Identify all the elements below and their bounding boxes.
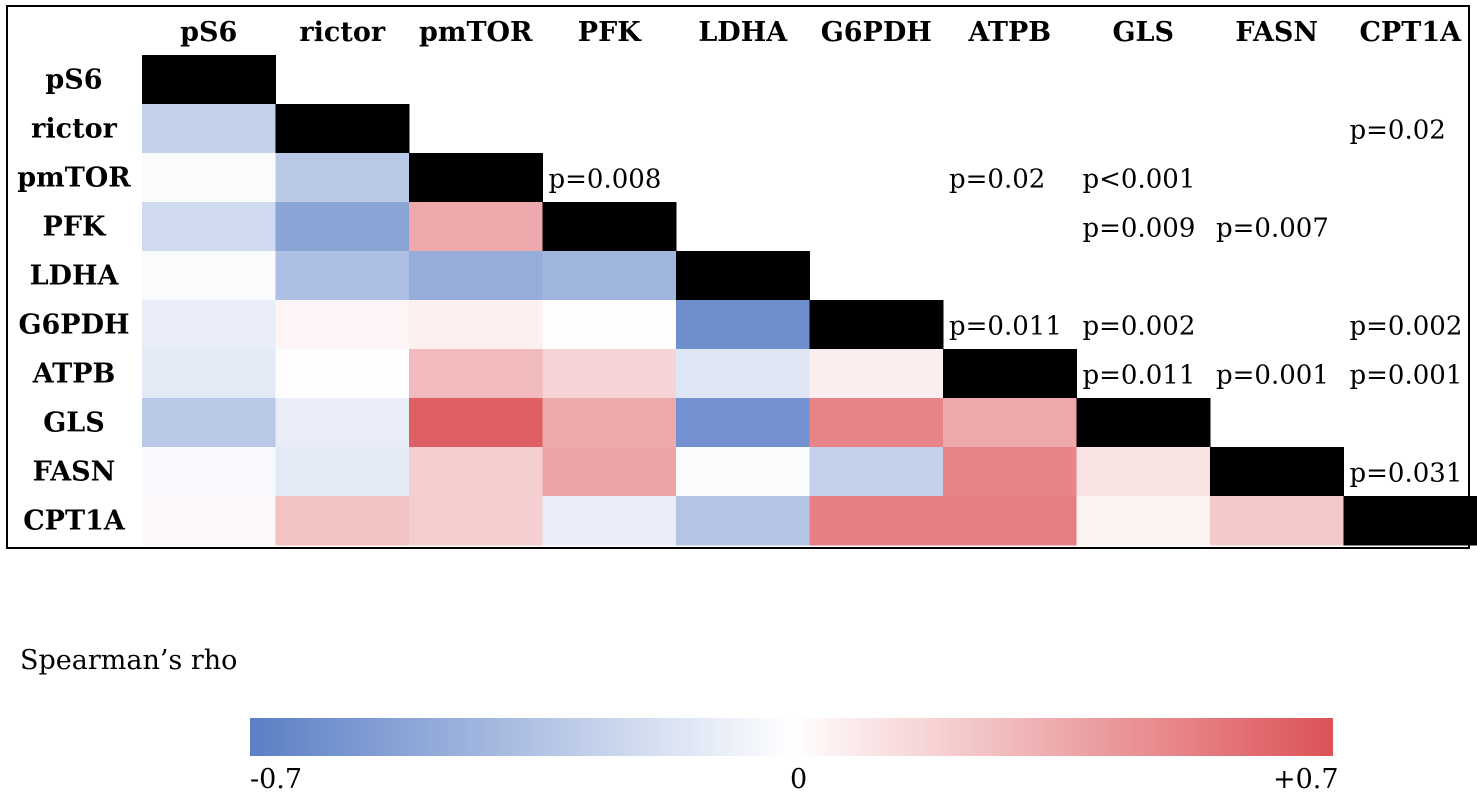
heatmap-cell — [542, 398, 677, 448]
diagonal-cell — [409, 153, 543, 203]
column-label: PFK — [578, 17, 642, 48]
heatmap-cell — [676, 496, 810, 546]
heatmap-cell — [409, 447, 543, 497]
row-label: GLS — [43, 408, 105, 439]
heatmap-cell — [275, 398, 410, 448]
row-label: PFK — [43, 212, 107, 243]
row-label: G6PDH — [18, 310, 129, 341]
heatmap-cell — [275, 447, 410, 497]
column-label: CPT1A — [1359, 17, 1462, 48]
p-value-label: p=0.001 — [1350, 361, 1463, 391]
heatmap-cell — [809, 398, 944, 448]
heatmap-cell — [542, 251, 677, 301]
p-value-label: p=0.009 — [1083, 214, 1196, 244]
heatmap-cell — [409, 300, 543, 350]
diagonal-cell — [676, 251, 810, 301]
heatmap-cell — [409, 398, 543, 448]
column-label: FASN — [1235, 17, 1318, 48]
column-label: rictor — [299, 17, 385, 48]
column-label: G6PDH — [821, 17, 932, 48]
p-value-label: p=0.001 — [1216, 361, 1329, 391]
heatmap-cell — [142, 202, 276, 252]
p-value-label: p=0.02 — [949, 165, 1045, 195]
heatmap-cell — [809, 447, 944, 497]
heatmap-cell — [943, 398, 1077, 448]
heatmap-cell — [943, 496, 1077, 546]
heatmap-cell — [676, 447, 810, 497]
column-label: LDHA — [698, 17, 788, 48]
heatmap-cell — [142, 251, 276, 301]
heatmap-cell — [275, 496, 410, 546]
p-value-label: p=0.031 — [1350, 459, 1463, 489]
colorbar-title: Spearman’s rho — [20, 645, 238, 676]
heatmap-cell — [676, 349, 810, 399]
diagonal-cell — [1076, 398, 1211, 448]
colorbar-mid-label: 0 — [790, 764, 808, 795]
heatmap-cell — [809, 496, 944, 546]
heatmap-cell — [1076, 447, 1211, 497]
colorbar-gradient — [250, 718, 1333, 756]
heatmap-cell — [809, 349, 944, 399]
heatmap-cell — [142, 300, 276, 350]
diagonal-cell — [943, 349, 1077, 399]
column-label: ATPB — [967, 17, 1051, 48]
row-label: rictor — [31, 114, 117, 145]
row-label: ATPB — [32, 359, 116, 390]
heatmap-cell — [142, 153, 276, 203]
table-frame — [6, 5, 1470, 549]
row-label: pmTOR — [17, 163, 131, 194]
diagonal-cell — [809, 300, 944, 350]
heatmap-cell — [409, 202, 543, 252]
heatmap-cell — [409, 496, 543, 546]
p-value-label: p=0.02 — [1350, 116, 1446, 146]
heatmap-cell — [943, 447, 1077, 497]
heatmap-cell — [409, 251, 543, 301]
row-label: pS6 — [45, 65, 102, 96]
heatmap-cell — [275, 202, 410, 252]
diagonal-cell — [1343, 496, 1477, 546]
heatmap-cell — [542, 349, 677, 399]
diagonal-cell — [1210, 447, 1344, 497]
heatmap-cell — [676, 300, 810, 350]
p-value-label: p<0.001 — [1083, 165, 1196, 195]
p-value-label: p=0.002 — [1350, 312, 1463, 342]
heatmap-cell — [275, 300, 410, 350]
column-label: GLS — [1112, 17, 1174, 48]
heatmap-cell — [542, 447, 677, 497]
column-label: pmTOR — [419, 17, 533, 48]
heatmap-cell — [275, 251, 410, 301]
heatmap-cell — [275, 153, 410, 203]
heatmap-cell — [542, 300, 677, 350]
p-value-label: p=0.008 — [549, 165, 662, 195]
p-value-label: p=0.011 — [1083, 361, 1196, 391]
heatmap-cell — [142, 447, 276, 497]
heatmap-cell — [142, 496, 276, 546]
heatmap-cell — [1210, 496, 1344, 546]
row-label: CPT1A — [23, 506, 126, 537]
heatmap-cell — [676, 398, 810, 448]
colorbar-max-label: +0.7 — [1273, 764, 1339, 795]
row-label: FASN — [33, 457, 116, 488]
colorbar-min-label: -0.7 — [250, 764, 303, 795]
heatmap-cell — [142, 104, 276, 154]
heatmap-cell — [409, 349, 543, 399]
p-value-label: p=0.002 — [1083, 312, 1196, 342]
heatmap-cell — [142, 398, 276, 448]
column-label: pS6 — [180, 17, 237, 48]
heatmap-cell — [142, 349, 276, 399]
p-value-label: p=0.007 — [1216, 214, 1329, 244]
diagonal-cell — [142, 55, 276, 105]
row-label: LDHA — [30, 261, 120, 292]
heatmap-cell — [542, 496, 677, 546]
p-value-label: p=0.011 — [949, 312, 1062, 342]
heatmap-cell — [275, 349, 410, 399]
correlation-heatmap: pS6 rictor pmTOR PFK LDHA G6PDH ATPB GLS FASN CPT… — [6, 5, 1477, 549]
diagonal-cell — [542, 202, 677, 252]
diagonal-cell — [275, 104, 410, 154]
heatmap-cell — [1076, 496, 1211, 546]
